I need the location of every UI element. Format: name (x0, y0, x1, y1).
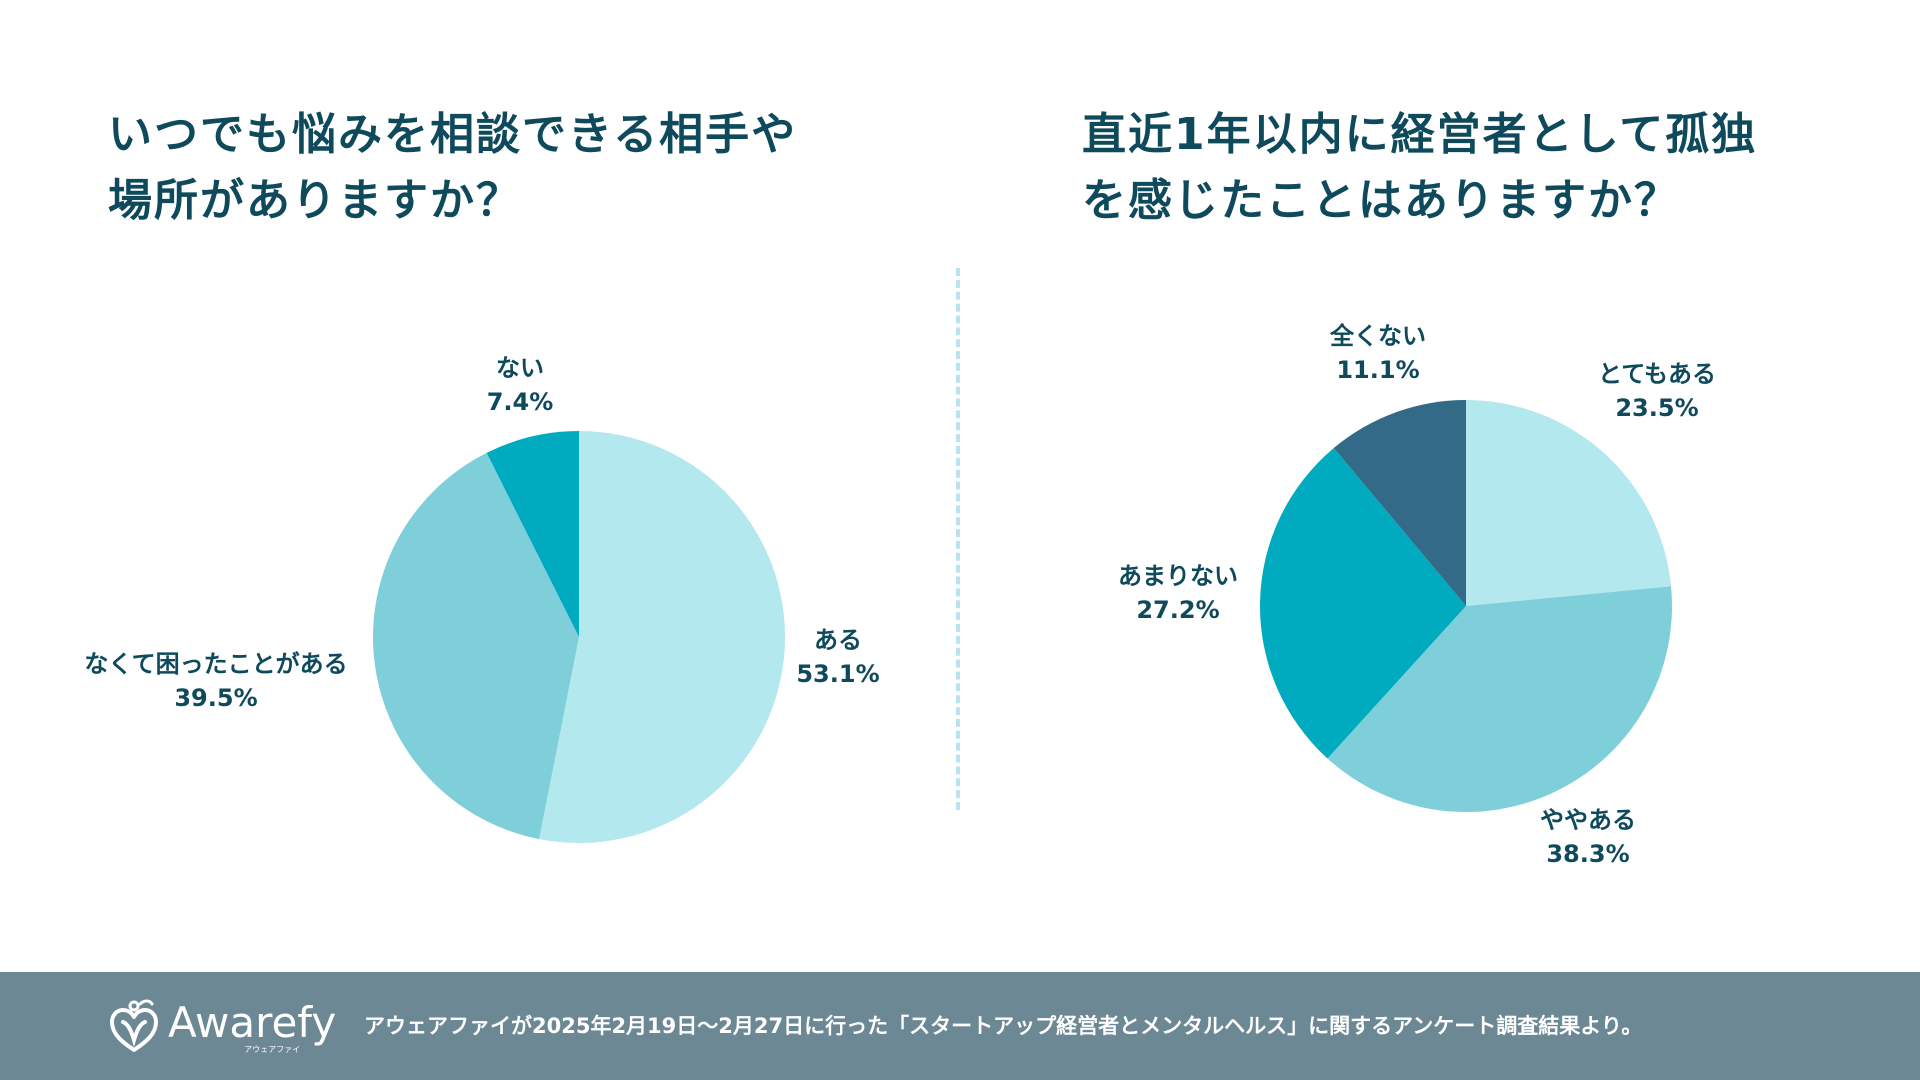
logo-wordmark: Awarefy (168, 998, 337, 1047)
pie-2-slice-1 (1466, 400, 1672, 606)
awarefy-logo: Awarefy アウェアファイ (106, 996, 336, 1056)
logo-subtext: アウェアファイ (244, 1045, 301, 1054)
pie-charts-canvas: ある 53.1% なくて困ったことがある 39.5% ない 7.4% とてもある 23.5%… (84, 322, 1716, 868)
pie-1-slice-1-value: 53.1% (796, 660, 879, 688)
pie-2-slice-1-label: とてもある (1598, 360, 1716, 388)
pie-2-slice-4-label: 全くない (1329, 322, 1426, 350)
pie-2-slice-2 (1327, 586, 1673, 813)
pie-2-slice-1-value: 23.5% (1615, 394, 1698, 422)
survey-source-note: アウェアファイが2025年2月19日〜2月27日に行った「スタートアップ経営者と… (364, 1014, 1643, 1038)
right-chart-title: 直近1年以内に経営者として孤独 を感じたことはありますか？ (1082, 109, 1758, 226)
pie-1-slice-2-label: なくて困ったことがある (84, 650, 347, 678)
pie-chart-left: ある 53.1% なくて困ったことがある 39.5% ない 7.4% (84, 354, 880, 844)
pie-2-slice-2-label: ややある (1540, 806, 1636, 834)
left-chart-title: いつでも悩みを相談できる相手や 場所がありますか？ (108, 109, 798, 226)
pie-1-slice-3-label: ない (496, 354, 544, 382)
pie-2-slice-3 (1259, 448, 1466, 759)
pie-chart-right: とてもある 23.5% ややある 38.3% あまりない 27.2% 全くない 11.1% (1118, 322, 1716, 868)
pie-2-slice-4-value: 11.1% (1336, 356, 1419, 384)
footer-bar: Awarefy アウェアファイ アウェアファイが2025年2月19日〜2月27日… (0, 972, 1920, 1080)
pie-2-slice-4 (1333, 400, 1466, 606)
pie-2-slice-3-value: 27.2% (1136, 596, 1219, 624)
pie-1-slice-3 (486, 431, 579, 637)
pie-1-slice-3-value: 7.4% (487, 388, 554, 416)
pie-1-slice-1-label: ある (814, 626, 862, 654)
pie-1-slice-2 (373, 452, 579, 840)
pie-2-slice-3-label: あまりない (1118, 562, 1238, 590)
pie-1-slice-1 (539, 431, 786, 844)
awarefy-logo-icon (110, 999, 158, 1052)
dashed-divider (956, 268, 960, 810)
pie-2-slice-2-value: 38.3% (1546, 840, 1629, 868)
pie-1-slice-2-value: 39.5% (174, 684, 257, 712)
